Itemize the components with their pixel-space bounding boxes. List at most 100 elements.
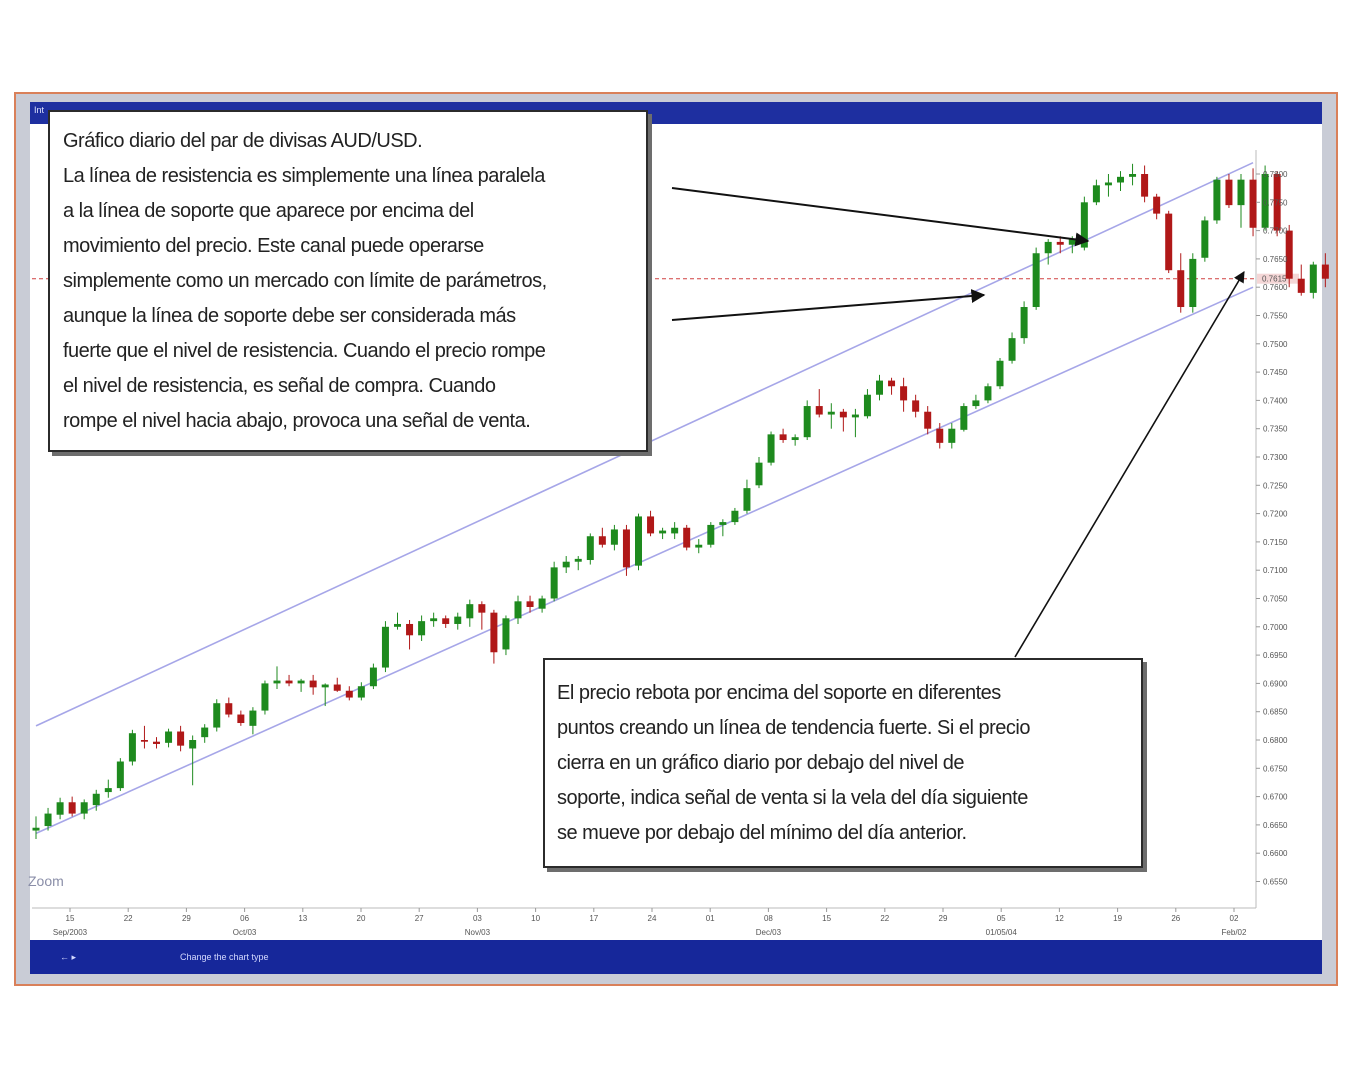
y-tick-label: 0.6950	[1263, 651, 1288, 660]
x-tick-label: 03	[473, 914, 482, 923]
candle-body	[598, 536, 606, 545]
y-tick-label: 0.7250	[1263, 481, 1288, 490]
candle-body	[237, 714, 245, 724]
callout-line: puntos creando un línea de tendencia fue…	[557, 717, 1030, 739]
candle-body	[357, 686, 365, 698]
candle-body	[924, 411, 932, 429]
y-tick-label: 0.6900	[1263, 679, 1288, 688]
candle-body	[32, 827, 40, 831]
candle-body	[345, 690, 353, 698]
candle-body	[1020, 307, 1028, 339]
candle-body	[562, 561, 570, 568]
candle-body	[80, 802, 88, 814]
candle-body	[1261, 174, 1269, 228]
y-tick-label: 0.6600	[1263, 849, 1288, 858]
candle-body	[984, 386, 992, 401]
callout-line: a la línea de soporte que aparece por en…	[63, 200, 474, 222]
candle-body	[707, 524, 715, 545]
x-tick-date-label: 01/05/04	[986, 928, 1018, 937]
candle-body	[478, 604, 486, 613]
candle-body	[92, 793, 100, 806]
x-tick-label: 10	[531, 914, 540, 923]
candle-body	[1080, 202, 1088, 248]
app-label: Int	[34, 105, 45, 115]
candle-body	[309, 680, 317, 688]
candle-body	[1129, 174, 1137, 177]
x-tick-label: 29	[939, 914, 948, 923]
y-tick-label: 0.7200	[1263, 510, 1288, 519]
candle-body	[755, 462, 763, 486]
candle-body	[1309, 264, 1317, 293]
candle-body	[165, 731, 173, 743]
candle-body	[900, 386, 908, 401]
candle-body	[1177, 270, 1185, 308]
x-tick-label: 27	[415, 914, 424, 923]
zoom-label[interactable]: Zoom	[28, 873, 64, 889]
candle-body	[1285, 230, 1293, 279]
candle-body	[1201, 220, 1209, 258]
y-tick-label: 0.6700	[1263, 793, 1288, 802]
y-tick-label: 0.7500	[1263, 340, 1288, 349]
candle-body	[1189, 258, 1197, 308]
x-tick-date-label: Oct/03	[233, 928, 257, 937]
candle-body	[743, 488, 751, 511]
candle-body	[116, 761, 124, 789]
candle-body	[56, 802, 64, 815]
last-price-marker	[1257, 273, 1299, 284]
y-tick-label: 0.7350	[1263, 425, 1288, 434]
y-tick-label: 0.7600	[1263, 283, 1288, 292]
candle-body	[321, 684, 329, 688]
candle-body	[863, 394, 871, 417]
candle-body	[767, 434, 775, 463]
callout-bottom-explanation: El precio rebota por encima del soporte …	[543, 658, 1143, 868]
candle-body	[177, 731, 185, 746]
status-nav-arrows[interactable]: ← ▸	[60, 952, 77, 962]
candle-body	[297, 680, 305, 684]
x-tick-label: 19	[1113, 914, 1122, 923]
candle-body	[514, 601, 522, 619]
candle-body	[586, 536, 594, 561]
callout-line: movimiento del precio. Este canal puede …	[63, 235, 484, 257]
candle-body	[839, 411, 847, 418]
candle-body	[1273, 174, 1281, 231]
callout-line: se mueve por debajo del mínimo del día a…	[557, 822, 967, 844]
x-tick-label: 12	[1055, 914, 1064, 923]
candle-body	[285, 680, 293, 684]
candle-body	[1141, 174, 1149, 197]
x-tick-label: 22	[124, 914, 133, 923]
candle-body	[1225, 179, 1233, 206]
candle-body	[996, 360, 1004, 387]
candle-body	[1104, 182, 1112, 186]
callout-line: La línea de resistencia es simplemente u…	[63, 165, 545, 187]
candle-body	[1165, 213, 1173, 271]
candle-body	[442, 618, 450, 624]
callout-line: soporte, indica señal de venta si la vel…	[557, 787, 1028, 809]
candle-body	[381, 626, 389, 668]
y-tick-label: 0.7000	[1263, 623, 1288, 632]
x-tick-label: 01	[706, 914, 715, 923]
candle-body	[213, 703, 221, 728]
candle-body	[791, 437, 799, 441]
candle-body	[1008, 338, 1016, 361]
candle-body	[948, 428, 956, 443]
status-bar: ← ▸ Change the chart type	[30, 940, 1322, 974]
arrow-resistance-cross	[671, 289, 986, 321]
candle-body	[671, 527, 679, 534]
x-tick-label: 22	[880, 914, 889, 923]
x-tick-label: 15	[822, 914, 831, 923]
candle-body	[333, 684, 341, 691]
candle-body	[189, 740, 197, 749]
candle-body	[153, 741, 160, 744]
x-tick-date-label: Nov/03	[465, 928, 491, 937]
candle-body	[225, 703, 233, 715]
candle-body	[406, 623, 414, 636]
arrow-support-bounce	[1014, 271, 1245, 658]
status-text: Change the chart type	[180, 952, 269, 962]
callout-line: simplemente como un mercado con límite d…	[63, 270, 547, 292]
candle-body	[719, 522, 727, 525]
y-tick-label: 0.7450	[1263, 368, 1288, 377]
y-tick-label: 0.7300	[1263, 453, 1288, 462]
last-price-label: 0.7615	[1262, 275, 1287, 284]
candle-body	[972, 400, 980, 407]
candle-body	[936, 428, 944, 443]
